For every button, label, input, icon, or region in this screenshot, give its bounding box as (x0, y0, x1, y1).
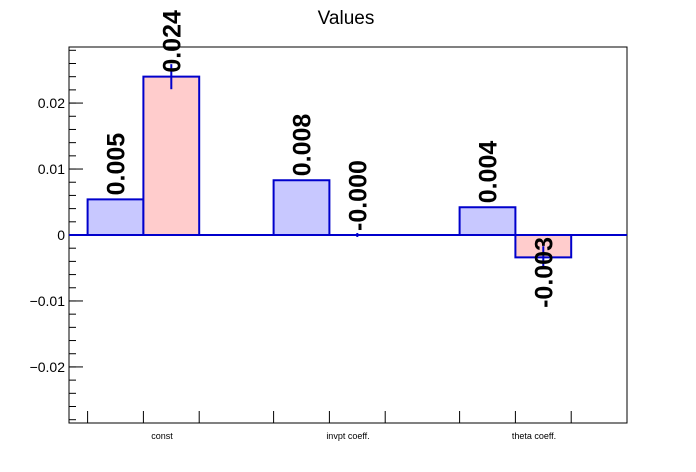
bar (273, 180, 330, 235)
data-label: 0.024 (158, 10, 186, 73)
x-category-label: const (151, 431, 173, 441)
data-label: -0.003 (530, 237, 558, 308)
axes: −0.02 −0.01 0 0.01 0.02 const invpt coeff. thet… (30, 46, 628, 441)
bars (69, 64, 627, 269)
data-label: 0.008 (289, 114, 317, 177)
bar (459, 207, 516, 235)
y-tick-label: 0.02 (38, 95, 65, 111)
y-tick-label: −0.02 (30, 359, 66, 375)
bar (87, 199, 144, 235)
bar-outline (458, 206, 517, 235)
bar-outline (272, 179, 331, 235)
y-tick-label: 0.01 (38, 161, 65, 177)
y-tick-label: −0.01 (30, 293, 66, 309)
y-tick-label: 0 (57, 227, 65, 243)
x-category-label: invpt coeff. (326, 431, 369, 441)
data-labels: 0.005 0.008 0.004 0.024 -0.000 -0.003 (103, 10, 559, 308)
data-label: 0.005 (103, 133, 131, 196)
data-label: -0.000 (344, 160, 372, 231)
x-category-label: theta coeff. (512, 431, 556, 441)
bar (143, 76, 200, 236)
data-label: 0.004 (475, 141, 503, 204)
chart-title: Values (318, 8, 375, 29)
